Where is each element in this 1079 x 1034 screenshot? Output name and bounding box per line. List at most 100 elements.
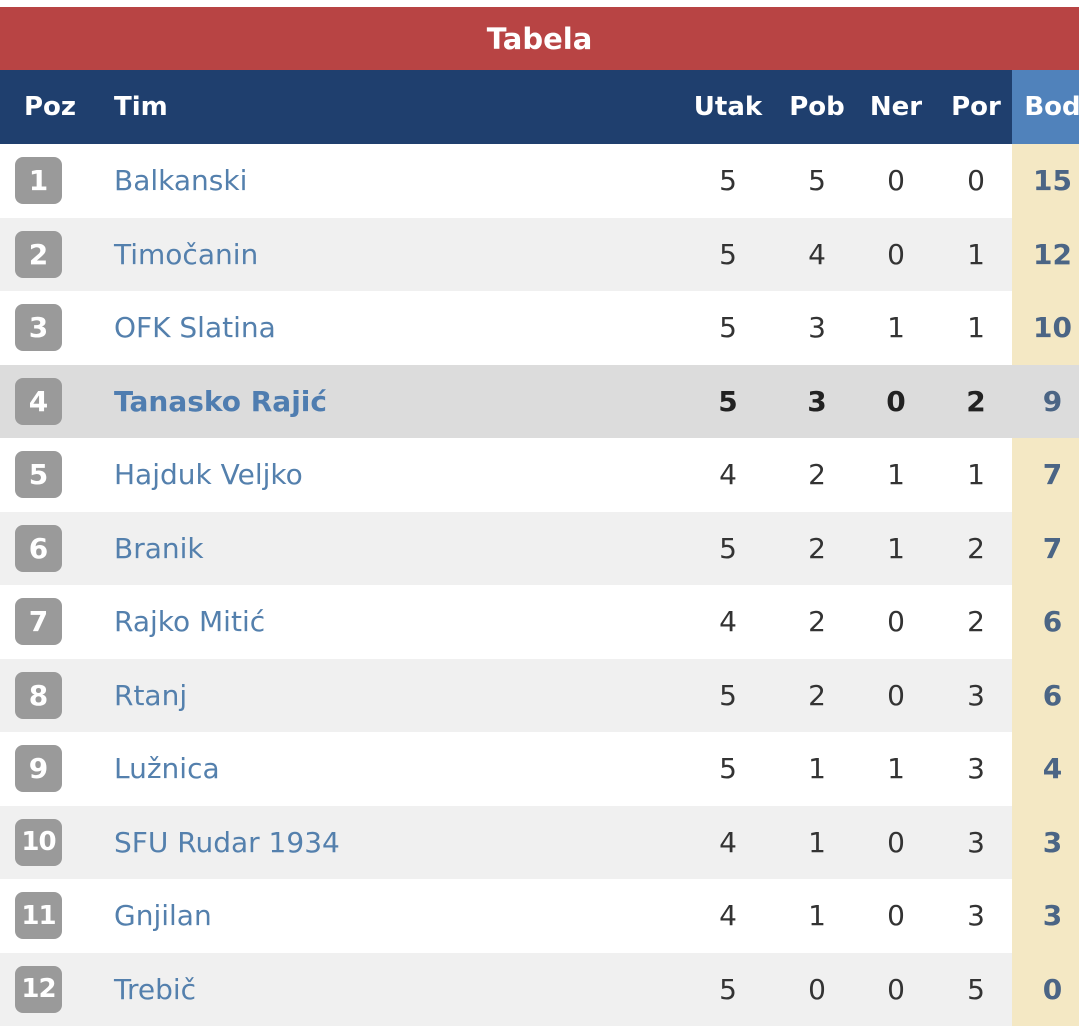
draws-cell: 0 (852, 364, 940, 438)
wins-cell: 1 (808, 752, 826, 786)
played-cell: 4 (719, 605, 737, 639)
position-cell: 1 (0, 144, 100, 218)
team-name-link[interactable]: Timočanin (100, 217, 674, 291)
wins-cell: 2 (808, 605, 826, 639)
position-badge: 8 (15, 671, 62, 719)
points-cell: 7 (1012, 511, 1079, 585)
losses-cell: 3 (967, 752, 985, 786)
table-row: 10 SFU Rudar 1934 4 1 0 3 3 (0, 805, 1079, 879)
team-name-link[interactable]: Balkanski (114, 164, 248, 198)
team-name-link[interactable]: Branik (100, 511, 674, 585)
points-cell: 3 (1012, 805, 1079, 879)
played-cell: 5 (674, 952, 782, 1026)
played-cell: 5 (674, 217, 782, 291)
wins-cell: 2 (782, 658, 852, 732)
team-name-link[interactable]: Rajko Mitić (114, 605, 266, 639)
wins-cell: 2 (808, 458, 826, 492)
position-badge: 10 (15, 818, 62, 866)
losses-cell: 2 (940, 364, 1012, 438)
wins-cell: 4 (782, 217, 852, 291)
played-cell: 4 (719, 899, 737, 933)
position-badge: 11 (15, 892, 62, 940)
wins-cell: 3 (808, 311, 826, 345)
table-row: 11 Gnjilan 4 1 0 3 3 (0, 879, 1079, 953)
header-ner: Ner (852, 70, 940, 144)
draws-cell: 0 (852, 658, 940, 732)
header-poz: Poz (0, 70, 100, 144)
position-badge: 7 (15, 598, 62, 646)
standings-table: Poz Tim Utak Pob Ner Por Bod 1 Balkanski… (0, 70, 1079, 1026)
table-row: 7 Rajko Mitić 4 2 0 2 6 (0, 585, 1079, 659)
table-title: Tabela (0, 7, 1079, 70)
position-badge: 9 (15, 745, 62, 793)
losses-cell: 1 (967, 311, 985, 345)
team-name-link[interactable]: Hajduk Veljko (114, 458, 303, 492)
draws-cell: 0 (887, 605, 905, 639)
table-row: 4 Tanasko Rajić 5 3 0 2 9 (0, 364, 1079, 438)
position-badge: 6 (15, 524, 62, 572)
team-name-link[interactable]: Gnjilan (114, 899, 212, 933)
played-cell: 5 (719, 164, 737, 198)
table-row: 12 Trebič 5 0 0 5 0 (0, 952, 1079, 1026)
position-cell: 5 (0, 438, 100, 512)
team-name-link[interactable]: SFU Rudar 1934 (100, 805, 674, 879)
losses-cell: 3 (940, 658, 1012, 732)
team-name-link[interactable]: OFK Slatina (114, 311, 276, 345)
table-row: 5 Hajduk Veljko 4 2 1 1 7 (0, 438, 1079, 512)
position-cell: 11 (0, 879, 100, 953)
points-cell: 4 (1012, 732, 1079, 806)
losses-cell: 1 (967, 458, 985, 492)
team-name-link[interactable]: Rtanj (100, 658, 674, 732)
position-cell: 4 (0, 364, 100, 438)
played-cell: 5 (674, 658, 782, 732)
team-name-link[interactable]: Trebič (100, 952, 674, 1026)
points-cell: 7 (1012, 438, 1079, 512)
team-name-link[interactable]: Lužnica (114, 752, 220, 786)
points-cell: 3 (1012, 879, 1079, 953)
played-cell: 5 (674, 511, 782, 585)
header-utak: Utak (674, 70, 782, 144)
table-header-row: Poz Tim Utak Pob Ner Por Bod (0, 70, 1079, 144)
wins-cell: 0 (782, 952, 852, 1026)
played-cell: 5 (674, 364, 782, 438)
position-cell: 2 (0, 217, 100, 291)
points-cell: 0 (1012, 952, 1079, 1026)
team-name-link[interactable]: Tanasko Rajić (100, 364, 674, 438)
position-cell: 10 (0, 805, 100, 879)
losses-cell: 0 (967, 164, 985, 198)
points-cell: 9 (1012, 364, 1079, 438)
wins-cell: 1 (782, 805, 852, 879)
wins-cell: 5 (808, 164, 826, 198)
position-cell: 6 (0, 511, 100, 585)
played-cell: 4 (674, 805, 782, 879)
header-por: Por (940, 70, 1012, 144)
wins-cell: 2 (782, 511, 852, 585)
points-cell: 15 (1012, 144, 1079, 218)
points-cell: 6 (1012, 585, 1079, 659)
losses-cell: 3 (967, 899, 985, 933)
draws-cell: 1 (887, 458, 905, 492)
header-pob: Pob (782, 70, 852, 144)
draws-cell: 0 (887, 899, 905, 933)
position-badge: 3 (15, 304, 62, 352)
position-badge: 4 (15, 377, 62, 425)
losses-cell: 3 (940, 805, 1012, 879)
points-cell: 12 (1012, 217, 1079, 291)
table-row: 6 Branik 5 2 1 2 7 (0, 511, 1079, 585)
table-row: 9 Lužnica 5 1 1 3 4 (0, 732, 1079, 806)
points-cell: 10 (1012, 291, 1079, 365)
losses-cell: 5 (940, 952, 1012, 1026)
wins-cell: 3 (782, 364, 852, 438)
position-cell: 7 (0, 585, 100, 659)
losses-cell: 2 (940, 511, 1012, 585)
wins-cell: 1 (808, 899, 826, 933)
table-row: 1 Balkanski 5 5 0 0 15 (0, 144, 1079, 218)
losses-cell: 1 (940, 217, 1012, 291)
header-bod: Bod (1012, 70, 1079, 144)
played-cell: 5 (719, 752, 737, 786)
position-cell: 3 (0, 291, 100, 365)
losses-cell: 2 (967, 605, 985, 639)
draws-cell: 0 (852, 217, 940, 291)
position-cell: 12 (0, 952, 100, 1026)
header-tim: Tim (100, 70, 674, 144)
